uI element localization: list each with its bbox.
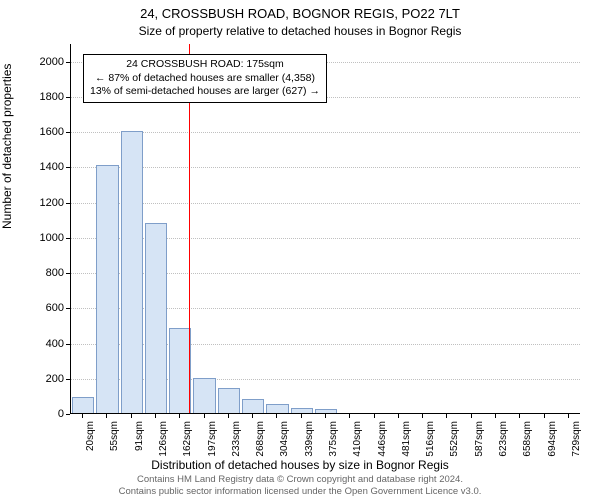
y-tick-mark xyxy=(66,414,70,415)
histogram-bar xyxy=(193,378,215,413)
x-tick-mark xyxy=(325,414,326,418)
x-tick-label: 162sqm xyxy=(182,421,193,471)
x-tick-mark xyxy=(204,414,205,418)
x-tick-mark xyxy=(398,414,399,418)
y-tick-mark xyxy=(66,62,70,63)
footer-line-2: Contains public sector information licen… xyxy=(0,486,600,497)
x-tick-mark xyxy=(106,414,107,418)
x-tick-label: 126sqm xyxy=(158,421,169,471)
y-tick-mark xyxy=(66,379,70,380)
x-tick-label: 623sqm xyxy=(498,421,509,471)
x-tick-mark xyxy=(82,414,83,418)
x-tick-mark xyxy=(568,414,569,418)
y-tick-label: 1400 xyxy=(24,161,64,173)
x-tick-mark xyxy=(252,414,253,418)
x-tick-label: 304sqm xyxy=(279,421,290,471)
histogram-bar xyxy=(121,131,143,413)
y-tick-mark xyxy=(66,167,70,168)
x-tick-mark xyxy=(519,414,520,418)
y-tick-label: 1600 xyxy=(24,126,64,138)
histogram-bar xyxy=(266,404,288,413)
y-tick-mark xyxy=(66,238,70,239)
histogram-bar xyxy=(315,409,337,413)
x-tick-mark xyxy=(544,414,545,418)
y-tick-label: 2000 xyxy=(24,56,64,68)
y-axis-label: Number of detached properties xyxy=(0,64,14,229)
x-tick-mark xyxy=(301,414,302,418)
y-tick-label: 400 xyxy=(24,338,64,350)
histogram-bar xyxy=(96,165,118,413)
x-tick-label: 233sqm xyxy=(231,421,242,471)
y-tick-mark xyxy=(66,97,70,98)
plot-area: 24 CROSSBUSH ROAD: 175sqm← 87% of detach… xyxy=(70,44,580,414)
x-tick-label: 729sqm xyxy=(571,421,582,471)
chart-subtitle: Size of property relative to detached ho… xyxy=(0,24,600,38)
x-tick-mark xyxy=(131,414,132,418)
gridline xyxy=(71,167,580,168)
x-tick-label: 91sqm xyxy=(134,421,145,471)
histogram-bar xyxy=(169,328,191,413)
x-tick-label: 658sqm xyxy=(522,421,533,471)
x-tick-mark xyxy=(374,414,375,418)
annotation-line: 24 CROSSBUSH ROAD: 175sqm xyxy=(90,58,320,72)
chart-title: 24, CROSSBUSH ROAD, BOGNOR REGIS, PO22 7… xyxy=(0,6,600,21)
y-tick-mark xyxy=(66,273,70,274)
y-tick-label: 200 xyxy=(24,373,64,385)
y-tick-label: 1000 xyxy=(24,232,64,244)
x-tick-label: 339sqm xyxy=(304,421,315,471)
x-tick-label: 20sqm xyxy=(85,421,96,471)
x-tick-label: 694sqm xyxy=(547,421,558,471)
y-tick-label: 800 xyxy=(24,267,64,279)
x-tick-label: 446sqm xyxy=(377,421,388,471)
x-tick-label: 552sqm xyxy=(449,421,460,471)
footer-line-1: Contains HM Land Registry data © Crown c… xyxy=(0,474,600,485)
x-tick-label: 55sqm xyxy=(109,421,120,471)
x-tick-mark xyxy=(276,414,277,418)
x-tick-mark xyxy=(422,414,423,418)
histogram-bar xyxy=(291,408,313,413)
x-tick-label: 587sqm xyxy=(474,421,485,471)
x-tick-label: 375sqm xyxy=(328,421,339,471)
reference-annotation: 24 CROSSBUSH ROAD: 175sqm← 87% of detach… xyxy=(83,54,327,103)
footer-attribution: Contains HM Land Registry data © Crown c… xyxy=(0,474,600,497)
y-tick-mark xyxy=(66,203,70,204)
x-tick-label: 197sqm xyxy=(207,421,218,471)
x-tick-mark xyxy=(179,414,180,418)
gridline xyxy=(71,203,580,204)
x-tick-label: 410sqm xyxy=(352,421,363,471)
x-tick-label: 481sqm xyxy=(401,421,412,471)
x-tick-label: 516sqm xyxy=(425,421,436,471)
annotation-line: 13% of semi-detached houses are larger (… xyxy=(90,85,320,99)
x-tick-mark xyxy=(495,414,496,418)
gridline xyxy=(71,132,580,133)
y-tick-mark xyxy=(66,132,70,133)
x-tick-mark xyxy=(228,414,229,418)
y-tick-label: 0 xyxy=(24,408,64,420)
y-tick-mark xyxy=(66,308,70,309)
y-tick-label: 1800 xyxy=(24,91,64,103)
y-tick-label: 1200 xyxy=(24,197,64,209)
x-tick-label: 268sqm xyxy=(255,421,266,471)
histogram-bar xyxy=(218,388,240,413)
x-tick-mark xyxy=(471,414,472,418)
x-tick-mark xyxy=(446,414,447,418)
x-tick-mark xyxy=(349,414,350,418)
x-tick-mark xyxy=(155,414,156,418)
histogram-bar xyxy=(72,397,94,413)
histogram-bar xyxy=(242,399,264,413)
y-tick-label: 600 xyxy=(24,302,64,314)
histogram-bar xyxy=(145,223,167,413)
y-tick-mark xyxy=(66,344,70,345)
annotation-line: ← 87% of detached houses are smaller (4,… xyxy=(90,72,320,86)
